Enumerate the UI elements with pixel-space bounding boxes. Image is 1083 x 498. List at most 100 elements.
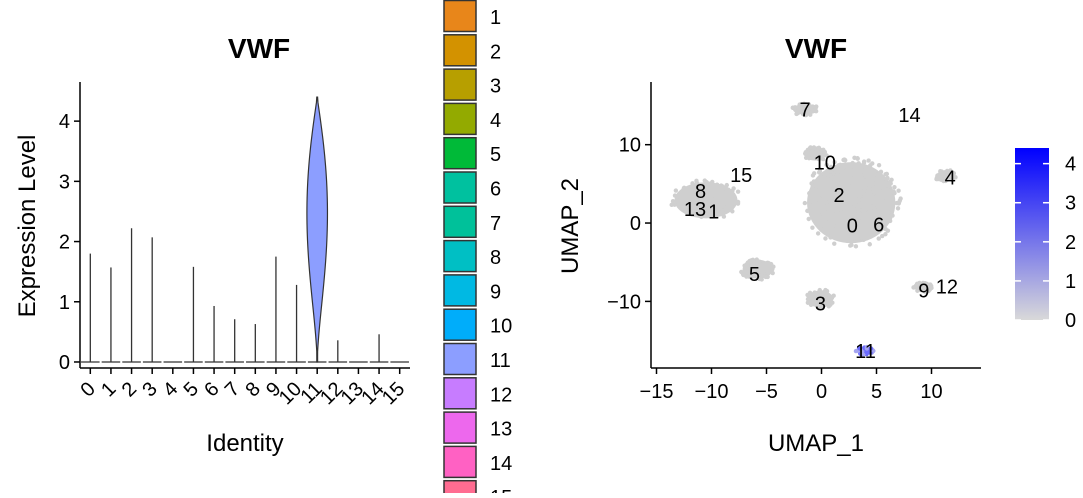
umap-point bbox=[818, 197, 823, 202]
umap-point bbox=[707, 181, 712, 186]
umap-point bbox=[714, 182, 720, 187]
violin-x-tick-label: 3 bbox=[138, 378, 161, 401]
umap-point bbox=[877, 228, 882, 233]
violin-axes: 0 1 2 3 4 bbox=[59, 82, 410, 374]
umap-point bbox=[765, 269, 770, 274]
umap-point bbox=[874, 222, 880, 227]
umap-point bbox=[809, 181, 814, 186]
umap-point bbox=[881, 199, 886, 204]
umap-cluster-label-1: 1 bbox=[708, 201, 719, 223]
umap-point bbox=[856, 161, 861, 166]
umap-point bbox=[871, 169, 877, 175]
umap-y-tick-label: 10 bbox=[619, 135, 641, 157]
umap-point bbox=[705, 213, 710, 218]
umap-point bbox=[948, 169, 953, 175]
umap-point bbox=[846, 174, 851, 179]
umap-point bbox=[845, 182, 850, 188]
umap-point bbox=[806, 216, 811, 222]
legend-label-14: 14 bbox=[490, 453, 512, 475]
violin-y-tick-label: 2 bbox=[59, 232, 70, 254]
umap-point bbox=[823, 186, 829, 191]
violin-x-tick-label: 1 bbox=[97, 378, 120, 401]
umap-point bbox=[828, 169, 834, 174]
umap-x-axis-label: UMAP_1 bbox=[768, 430, 864, 457]
colorbar-tick-label: 3 bbox=[1065, 193, 1076, 215]
umap-point bbox=[859, 176, 865, 182]
umap-point bbox=[702, 178, 707, 183]
umap-point bbox=[888, 188, 893, 193]
umap-point bbox=[845, 190, 850, 195]
umap-point bbox=[826, 304, 831, 309]
legend-swatch-12 bbox=[443, 377, 477, 410]
umap-point bbox=[832, 241, 837, 246]
umap-point bbox=[858, 233, 864, 238]
umap-point bbox=[868, 163, 873, 168]
umap-point bbox=[868, 190, 873, 195]
umap-point bbox=[669, 202, 674, 208]
umap-x-tick-label: −10 bbox=[695, 381, 729, 403]
umap-point bbox=[698, 210, 703, 216]
umap-point bbox=[687, 205, 693, 211]
umap-point bbox=[807, 191, 812, 196]
umap-point bbox=[895, 206, 901, 211]
umap-point bbox=[678, 191, 683, 196]
umap-point bbox=[754, 257, 759, 262]
umap-point bbox=[856, 198, 862, 204]
colorbar-tick-label: 2 bbox=[1065, 232, 1076, 254]
legend-label-6: 6 bbox=[490, 179, 501, 201]
violin-x-tick-label: 2 bbox=[118, 378, 141, 401]
umap-point bbox=[944, 168, 950, 174]
umap-x-tick-label: −15 bbox=[640, 381, 674, 403]
umap-point bbox=[911, 285, 917, 290]
umap-point bbox=[721, 214, 727, 219]
umap-point bbox=[694, 178, 699, 184]
umap-point bbox=[839, 200, 845, 205]
umap-point bbox=[823, 287, 828, 293]
umap-point bbox=[844, 168, 849, 173]
umap-point bbox=[822, 206, 828, 212]
umap-point bbox=[811, 152, 816, 158]
violin-y-tick-label: 3 bbox=[59, 171, 70, 193]
umap-point bbox=[878, 189, 883, 195]
umap-point bbox=[680, 207, 685, 212]
umap-point bbox=[887, 216, 893, 221]
umap-point bbox=[689, 212, 695, 217]
umap-point bbox=[951, 171, 957, 176]
umap-point bbox=[887, 179, 892, 185]
umap-point bbox=[843, 236, 848, 242]
umap-cluster-label-2: 2 bbox=[834, 185, 845, 207]
umap-point bbox=[819, 192, 824, 197]
umap-point bbox=[729, 197, 735, 203]
umap-cluster-label-4: 4 bbox=[945, 168, 956, 190]
umap-point bbox=[714, 208, 720, 213]
umap-point bbox=[856, 214, 862, 219]
umap-point bbox=[800, 104, 805, 109]
umap-point bbox=[719, 183, 724, 188]
umap-point bbox=[824, 200, 829, 205]
umap-point bbox=[811, 108, 816, 113]
umap-point bbox=[806, 102, 812, 107]
umap-point bbox=[706, 201, 712, 207]
umap-x-tick-label: 10 bbox=[920, 381, 942, 403]
umap-point bbox=[833, 167, 838, 172]
umap-x-tick-label: 5 bbox=[871, 381, 882, 403]
umap-point bbox=[867, 200, 872, 206]
umap-point bbox=[850, 231, 855, 236]
legend-label-1: 1 bbox=[490, 7, 501, 29]
umap-point bbox=[917, 280, 922, 286]
umap-point bbox=[810, 225, 815, 230]
umap-point bbox=[867, 183, 872, 188]
umap-point bbox=[816, 156, 821, 162]
umap-point bbox=[848, 243, 853, 248]
umap-point bbox=[877, 214, 882, 219]
umap-point bbox=[730, 209, 735, 214]
umap-point bbox=[872, 181, 877, 186]
umap-point bbox=[808, 145, 813, 150]
umap-point bbox=[855, 221, 860, 227]
umap-point bbox=[853, 348, 859, 354]
umap-point bbox=[678, 202, 684, 208]
umap-point bbox=[828, 164, 834, 170]
umap-point bbox=[699, 214, 704, 220]
